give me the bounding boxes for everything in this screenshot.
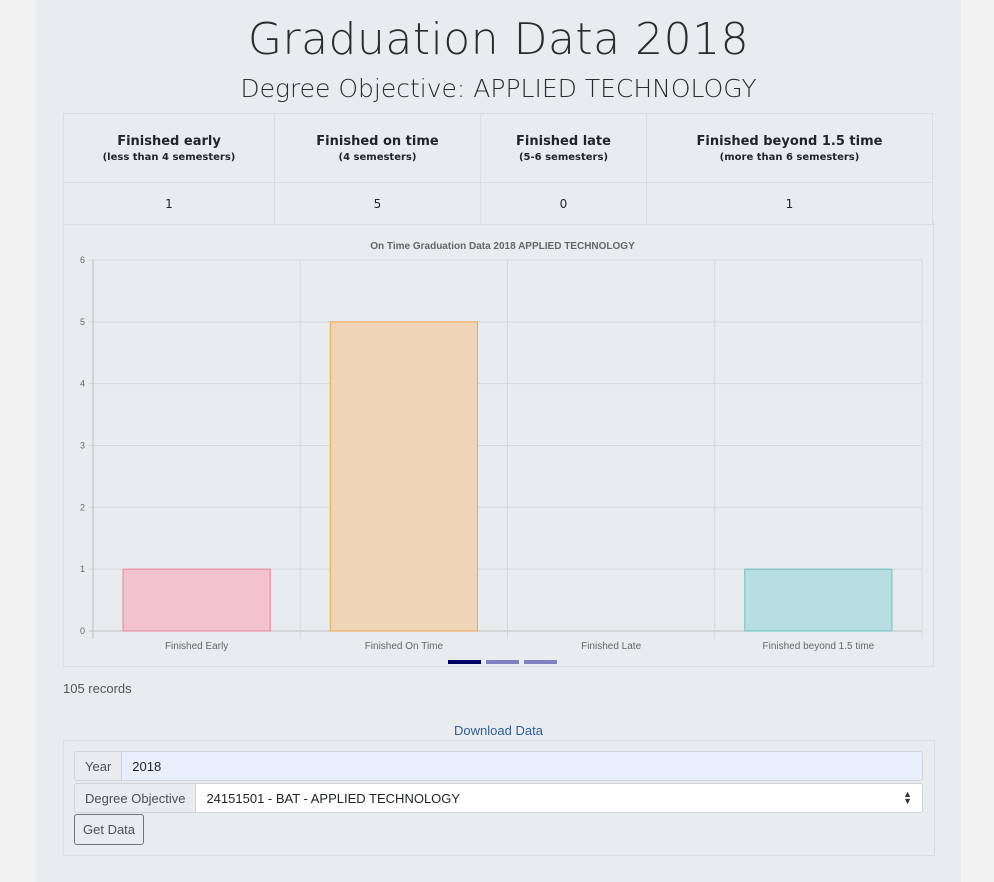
header-label: Finished late: [516, 133, 611, 149]
header-label: Finished early: [117, 133, 221, 149]
summary-header-beyond: Finished beyond 1.5 time (more than 6 se…: [646, 113, 933, 183]
year-label: Year: [74, 751, 123, 781]
degree-input-group: Degree Objective 24151501 - BAT - APPLIE…: [74, 783, 923, 813]
year-input-group: Year 2018: [74, 751, 923, 781]
chart-pager-indicator: [486, 660, 519, 664]
summary-value-late: 0: [480, 182, 647, 225]
chart-pager-indicator: [524, 660, 557, 664]
records-count: 105 records: [63, 681, 132, 696]
chart-title: On Time Graduation Data 2018 APPLIED TEC…: [370, 241, 635, 252]
get-data-button[interactable]: Get Data: [74, 814, 145, 845]
summary-header-early: Finished early (less than 4 semesters): [63, 113, 275, 183]
bar: [122, 568, 271, 632]
x-tick-label: Finished Late: [581, 641, 641, 652]
x-tick-label: Finished beyond 1.5 time: [763, 641, 875, 652]
chart-container: On Time Graduation Data 2018 APPLIED TEC…: [63, 222, 934, 667]
y-tick-label: 3: [80, 441, 85, 451]
y-tick-label: 0: [80, 626, 85, 636]
x-tick-label: Finished On Time: [365, 641, 444, 652]
header-sublabel: (more than 6 semesters): [719, 151, 860, 163]
y-tick-label: 4: [80, 379, 85, 389]
summary-value-row: 1 5 0 1: [63, 182, 933, 225]
summary-header-late: Finished late (5-6 semesters): [480, 113, 647, 183]
bar-chart: On Time Graduation Data 2018 APPLIED TEC…: [80, 241, 923, 664]
page-title: Graduation Data 2018: [247, 14, 750, 65]
y-tick-label: 1: [80, 564, 85, 574]
x-tick-label: Finished Early: [165, 641, 228, 652]
header-sublabel: (4 semesters): [338, 151, 417, 163]
header-sublabel: (less than 4 semesters): [102, 151, 236, 163]
summary-header-ontime: Finished on time (4 semesters): [274, 113, 481, 183]
summary-table: Finished early (less than 4 semesters) F…: [63, 113, 933, 225]
bar: [744, 568, 893, 632]
summary-header-row: Finished early (less than 4 semesters) F…: [63, 113, 933, 183]
download-data-link[interactable]: Download Data: [454, 723, 543, 738]
summary-value-beyond: 1: [646, 182, 933, 225]
header-label: Finished on time: [316, 133, 439, 149]
summary-value-early: 1: [63, 182, 275, 225]
y-tick-label: 5: [80, 317, 85, 327]
chart-pager-indicator: [448, 660, 481, 664]
header-sublabel: (5-6 semesters): [518, 151, 609, 163]
bar: [329, 321, 478, 632]
y-tick-label: 6: [80, 255, 85, 265]
header-label: Finished beyond 1.5 time: [696, 133, 883, 149]
degree-objective-select[interactable]: 24151501 - BAT - APPLIED TECHNOLOGY ▲ ▼: [196, 783, 923, 813]
summary-value-ontime: 5: [274, 182, 481, 225]
query-form: Year 2018 Degree Objective 24151501 - BA…: [63, 740, 935, 856]
select-updown-icon: ▲ ▼: [903, 789, 912, 806]
degree-objective-label: Degree Objective: [74, 783, 197, 813]
degree-objective-value: 24151501 - BAT - APPLIED TECHNOLOGY: [206, 790, 461, 806]
page-container: Graduation Data 2018 Degree Objective: A…: [36, 0, 961, 882]
y-tick-label: 2: [80, 502, 85, 512]
year-input[interactable]: 2018: [122, 751, 923, 781]
page-subtitle: Degree Objective: APPLIED TECHNOLOGY: [240, 74, 757, 103]
